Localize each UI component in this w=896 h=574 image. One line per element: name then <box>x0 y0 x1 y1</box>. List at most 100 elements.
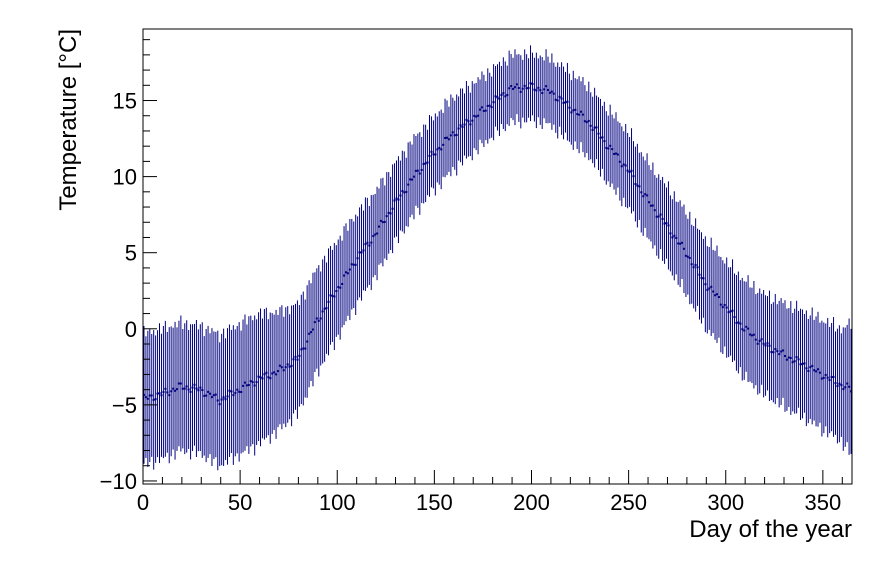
mean-point <box>665 222 668 225</box>
mean-point <box>498 97 501 100</box>
mean-point <box>403 191 406 194</box>
mean-point <box>356 257 359 260</box>
mean-point <box>702 277 705 280</box>
mean-point <box>776 350 779 353</box>
mean-point <box>715 293 718 296</box>
mean-point <box>368 244 371 247</box>
mean-point <box>818 371 821 374</box>
mean-point <box>583 120 586 123</box>
mean-point <box>525 87 528 90</box>
mean-point <box>212 394 215 397</box>
mean-point <box>488 104 491 107</box>
mean-point <box>245 384 248 387</box>
mean-point <box>613 152 616 155</box>
mean-point <box>220 398 223 401</box>
mean-point <box>673 234 676 237</box>
mean-point <box>750 334 753 337</box>
mean-point <box>492 101 495 104</box>
mean-point <box>230 390 233 393</box>
mean-point <box>815 370 818 373</box>
mean-point <box>634 182 637 185</box>
mean-point <box>160 394 163 397</box>
mean-point <box>317 319 320 322</box>
mean-point <box>331 294 334 297</box>
mean-point <box>278 364 281 367</box>
mean-point <box>723 304 726 307</box>
mean-point <box>840 384 843 387</box>
x-tick-label: 200 <box>513 490 550 515</box>
mean-point <box>339 286 342 289</box>
mean-point <box>205 394 208 397</box>
mean-point <box>298 354 301 357</box>
mean-point <box>644 193 647 196</box>
mean-point <box>572 109 575 112</box>
mean-point <box>636 184 639 187</box>
mean-point <box>358 251 361 254</box>
mean-point <box>611 148 614 151</box>
mean-point <box>832 375 835 378</box>
mean-point <box>389 212 392 215</box>
mean-point <box>570 111 573 114</box>
mean-point <box>253 384 256 387</box>
mean-point <box>749 333 752 336</box>
mean-point <box>471 119 474 122</box>
mean-point <box>519 90 522 93</box>
mean-point <box>263 373 266 376</box>
mean-point <box>686 255 689 258</box>
mean-point <box>465 118 468 121</box>
mean-point <box>428 154 431 157</box>
mean-point <box>374 233 377 236</box>
mean-point <box>325 307 328 310</box>
mean-point <box>282 369 285 372</box>
mean-point <box>648 201 651 204</box>
mean-point <box>547 88 550 91</box>
mean-point <box>469 123 472 126</box>
y-axis-ticks <box>143 39 157 482</box>
mean-point <box>527 87 530 90</box>
x-axis-ticks <box>142 470 843 484</box>
mean-point <box>275 373 278 376</box>
y-tick-label: −5 <box>112 393 137 418</box>
mean-point <box>409 178 412 181</box>
mean-point <box>679 242 682 245</box>
mean-point <box>523 84 526 87</box>
mean-point <box>391 207 394 210</box>
mean-point <box>789 357 792 360</box>
mean-point <box>451 131 454 134</box>
mean-point <box>352 263 355 266</box>
mean-point <box>457 127 460 130</box>
mean-point <box>304 347 307 350</box>
mean-point <box>174 389 177 392</box>
mean-point <box>566 100 569 103</box>
mean-point <box>461 125 464 128</box>
mean-point <box>725 306 728 309</box>
mean-point <box>797 358 800 361</box>
mean-point <box>599 136 602 139</box>
mean-point <box>783 355 786 358</box>
mean-point <box>842 388 845 391</box>
mean-point <box>642 195 645 198</box>
mean-point <box>162 391 165 394</box>
y-tick-label: 10 <box>113 165 137 190</box>
mean-point <box>193 383 196 386</box>
mean-point <box>242 384 245 387</box>
mean-point <box>628 170 631 173</box>
mean-point <box>626 169 629 172</box>
mean-point <box>146 397 149 400</box>
mean-point <box>677 242 680 245</box>
mean-point <box>620 165 623 168</box>
mean-point <box>257 375 260 378</box>
mean-point <box>354 263 357 266</box>
mean-point <box>453 134 456 137</box>
mean-point <box>187 388 190 391</box>
mean-point <box>440 148 443 151</box>
mean-point <box>449 134 452 137</box>
mean-point <box>795 356 798 359</box>
mean-point <box>735 321 738 324</box>
mean-point <box>418 172 421 175</box>
mean-point <box>830 376 833 379</box>
mean-point <box>558 95 561 98</box>
mean-point <box>300 348 303 351</box>
mean-point <box>638 185 641 188</box>
mean-point <box>727 311 730 314</box>
